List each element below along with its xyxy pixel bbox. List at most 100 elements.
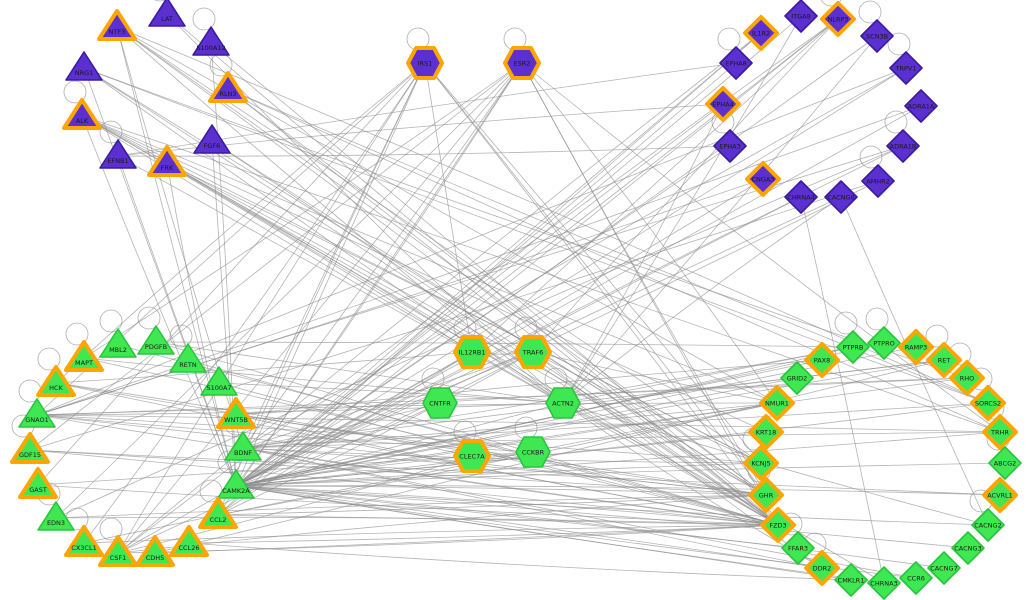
triangle-purple-highlighted-shape	[97, 9, 137, 41]
edge-CAMK2A-KCNJ5	[235, 462, 762, 487]
edge-ESR2-NMUR1	[521, 62, 778, 404]
diamond-green-highlighted-shape	[982, 477, 1018, 513]
edge-BDNF-TRHR	[242, 431, 1001, 449]
edge-ITGA8-ACTN2	[562, 15, 802, 404]
edge-ESR2-CCL2	[217, 62, 523, 516]
hexagon-purple-highlighted-shape	[406, 46, 444, 80]
node-IRS1[interactable]: IRS1	[406, 46, 444, 80]
edge-ACTN2-CAMK2A	[235, 402, 564, 487]
edge-BDNF-SORCS2	[242, 402, 989, 449]
triangle-green-highlighted-shape	[135, 535, 175, 567]
diamond-purple-shape	[713, 129, 747, 163]
edge-NRG1-ACTN2	[83, 67, 564, 404]
edge-NTF3-KCNJ5	[116, 26, 762, 464]
diamond-purple-highlighted-shape	[820, 1, 856, 37]
hexagon-green-shape	[545, 387, 581, 419]
diamond-green-highlighted-shape	[759, 385, 795, 421]
edge-CAMK2A-DDR2	[235, 485, 823, 569]
diamond-green-highlighted-shape	[982, 414, 1018, 450]
self-loop-EFNB1	[99, 120, 123, 144]
edge-TRPV1-BDNF	[242, 67, 907, 449]
edge-CAMK2A-FZD3	[235, 485, 779, 526]
triangle-green-highlighted-shape	[98, 535, 138, 567]
hexagon-green-highlighted-shape	[453, 439, 491, 473]
node-TRAF6[interactable]: TRAF6	[514, 335, 552, 369]
edge-TRAF6-BDNF	[242, 351, 534, 449]
edge-NLRP3-IL12RB1	[471, 18, 839, 353]
hexagon-green-shape	[422, 387, 458, 419]
edge-ACTN2-S100A7	[218, 382, 564, 404]
diamond-purple-shape	[889, 51, 923, 85]
edge-GDF15-FZD3	[29, 449, 779, 526]
nodes-layer: NTF3LATS100A12NRG1RLN3ALKFGF6EFNB1FRKIRS…	[10, 0, 1022, 600]
self-loop-MAPT	[65, 322, 89, 346]
edge-GNAO1-NMUR1	[36, 402, 778, 416]
edge-MBL2-FZD3	[117, 344, 779, 526]
hexagon-green-highlighted-shape	[514, 335, 552, 369]
edge-BDNF-NMUR1	[242, 402, 778, 449]
self-loop-PDGFB	[137, 306, 161, 330]
edge-IRS1-GAST	[37, 62, 426, 486]
node-CCKBR[interactable]: CCKBR	[515, 436, 551, 468]
triangle-green-shape	[224, 431, 262, 461]
triangle-green-shape	[200, 366, 238, 396]
diamond-green-highlighted-shape	[926, 342, 962, 378]
edge-IL12RB1-HCK	[55, 351, 473, 384]
diamond-purple-shape	[824, 180, 858, 214]
diamond-green-shape	[899, 561, 933, 595]
self-loop-MBL2	[99, 309, 123, 333]
diamond-green-shape	[971, 508, 1005, 542]
edge-AMHR2-GDF15	[29, 180, 879, 451]
diamond-green-shape	[781, 531, 815, 565]
hexagon-purple-highlighted-shape	[503, 46, 541, 80]
edge-BDNF-RET	[242, 359, 945, 449]
edge-EFNB1-CAMK2A	[117, 155, 237, 487]
diamond-green-shape	[836, 330, 870, 364]
edge-CCL2-FZD3	[217, 514, 779, 526]
node-IL12RB1[interactable]: IL12RB1	[453, 335, 491, 369]
self-loop-RETN	[169, 324, 193, 348]
node-CLEC7A[interactable]: CLEC7A	[453, 439, 491, 473]
diamond-green-highlighted-shape	[743, 445, 779, 481]
edge-ESR2-MAPT	[83, 62, 523, 359]
edge-GDF15-ACVRL1	[29, 449, 1001, 496]
self-loop-CAMK2A	[217, 450, 241, 474]
edge-CNTFR-BDNF	[242, 402, 441, 449]
self-loop-S100A12	[192, 7, 216, 31]
triangle-green-highlighted-shape	[18, 467, 58, 499]
edge-NLRP3-TRAF6	[532, 18, 839, 353]
edge-MAPT-FZD3	[83, 357, 779, 526]
edge-NLRP3-CAMK2A	[235, 18, 839, 487]
edge-ADRA1A-GNAO1	[36, 105, 922, 416]
self-loop-PTPRB	[834, 311, 858, 335]
edge-AMHR2-CAMK2A	[235, 180, 879, 487]
node-ACTN2[interactable]: ACTN2	[545, 387, 581, 419]
edge-IRS1-HCK	[55, 62, 426, 384]
edge-ALK-KRT18	[81, 115, 767, 433]
edge-EDN3-GHR	[55, 494, 767, 519]
diamond-green-shape	[867, 326, 901, 360]
edge-IRS1-CX3CL1	[83, 62, 426, 544]
edge-CLEC7A-CSF1	[117, 455, 473, 554]
edge-CHRNA4-CHRNA3	[800, 196, 885, 584]
triangle-green-shape	[99, 328, 137, 358]
node-ESR2[interactable]: ESR2	[503, 46, 541, 80]
edge-NTF3-GHR	[116, 26, 767, 496]
triangle-green-shape	[137, 325, 175, 355]
edge-TRAF6-CSF1	[117, 351, 534, 554]
diamond-green-highlighted-shape	[748, 414, 784, 450]
node-CNTFR[interactable]: CNTFR	[422, 387, 458, 419]
edge-CAMK2A-CACNG7	[235, 485, 945, 569]
triangle-green-highlighted-shape	[64, 525, 104, 557]
edge-GNAO1-RHO	[36, 377, 968, 416]
edge-CNGA3-GNAO1	[36, 178, 764, 416]
edge-TRAF6-CCL2	[217, 351, 534, 516]
triangle-purple-shape	[192, 26, 230, 56]
edge-CNTFR-CAMK2A	[235, 402, 441, 487]
diamond-purple-shape	[719, 46, 753, 80]
triangle-purple-shape	[99, 139, 137, 169]
edge-EPHA8-CAMK2A	[235, 62, 737, 487]
diamond-green-shape	[867, 566, 901, 600]
hexagon-green-highlighted-shape	[453, 335, 491, 369]
